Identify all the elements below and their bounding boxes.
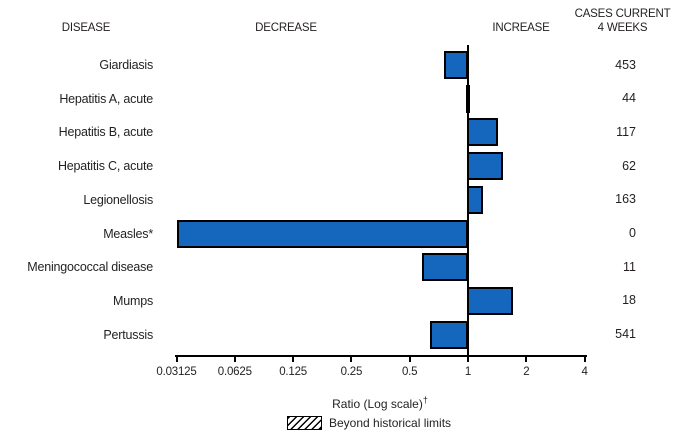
x-axis-tick-label: 1 xyxy=(464,366,472,378)
cases-value: 0 xyxy=(629,226,636,240)
x-axis-tick xyxy=(292,355,295,362)
disease-label: Legionellosis xyxy=(83,192,153,207)
x-axis-line xyxy=(174,355,587,357)
disease-label: Mumps xyxy=(113,293,153,308)
disease-label: Pertussis xyxy=(103,327,153,342)
disease-label: Hepatitis C, acute xyxy=(57,159,153,174)
hatched-swatch-icon xyxy=(287,416,322,430)
cases-value: 18 xyxy=(622,293,636,308)
column-header-decrease: DECREASE xyxy=(255,22,317,34)
cases-value: 163 xyxy=(615,192,636,207)
x-axis-tick xyxy=(408,355,411,362)
disease-label: Meningococcal disease xyxy=(27,260,153,275)
x-axis-tick-label: 0.125 xyxy=(279,366,307,378)
column-header-disease: DISEASE xyxy=(61,22,111,34)
legend-label: Beyond historical limits xyxy=(329,416,452,430)
ratio-bar xyxy=(467,286,514,315)
footnote-dagger: † xyxy=(422,395,428,405)
x-axis-tick xyxy=(350,355,353,362)
x-axis-tick xyxy=(467,355,469,362)
column-header-cases-line1: CASES CURRENT xyxy=(574,8,671,20)
cases-value: 117 xyxy=(616,124,636,139)
ratio-bar xyxy=(176,219,468,248)
x-axis-tick xyxy=(233,355,236,362)
x-axis-tick-label: 2 xyxy=(523,366,530,378)
x-axis-tick-label: 0.0625 xyxy=(217,366,252,378)
cases-value: 453 xyxy=(615,57,636,72)
disease-label: Hepatitis B, acute xyxy=(58,125,154,140)
cases-value: 11 xyxy=(623,259,636,274)
x-axis-tick xyxy=(583,355,586,362)
disease-label: Measles* xyxy=(103,226,153,241)
ratio-bar xyxy=(467,118,498,147)
x-axis-tick-label: 0.25 xyxy=(340,366,363,378)
ratio-bar xyxy=(430,320,468,349)
legend: Beyond historical limits xyxy=(287,416,451,430)
x-axis-tick xyxy=(175,355,178,362)
column-header-cases-line2: 4 WEEKS xyxy=(597,22,648,34)
ratio-bar xyxy=(443,51,468,79)
disease-label: Hepatitis A, acute xyxy=(59,91,153,106)
ratio-bar xyxy=(422,253,468,282)
cases-value: 44 xyxy=(622,91,636,106)
x-axis-tick-label: 4 xyxy=(581,366,588,378)
x-axis-title: Ratio (Log scale)† xyxy=(332,395,428,411)
x-axis-tick xyxy=(525,355,528,362)
disease-label: Giardiasis xyxy=(99,58,153,72)
column-header-cases: CASES CURRENT 4 WEEKS xyxy=(565,7,680,35)
ratio-bar xyxy=(466,84,471,113)
column-header-increase: INCREASE xyxy=(492,22,550,34)
ratio-bar xyxy=(467,152,504,181)
x-axis-tick-label: 0.5 xyxy=(401,366,418,378)
ratio-bar xyxy=(467,185,483,214)
cases-value: 62 xyxy=(622,158,636,173)
x-axis-tick-label: 0.03125 xyxy=(156,366,197,378)
cases-value: 541 xyxy=(615,327,636,342)
